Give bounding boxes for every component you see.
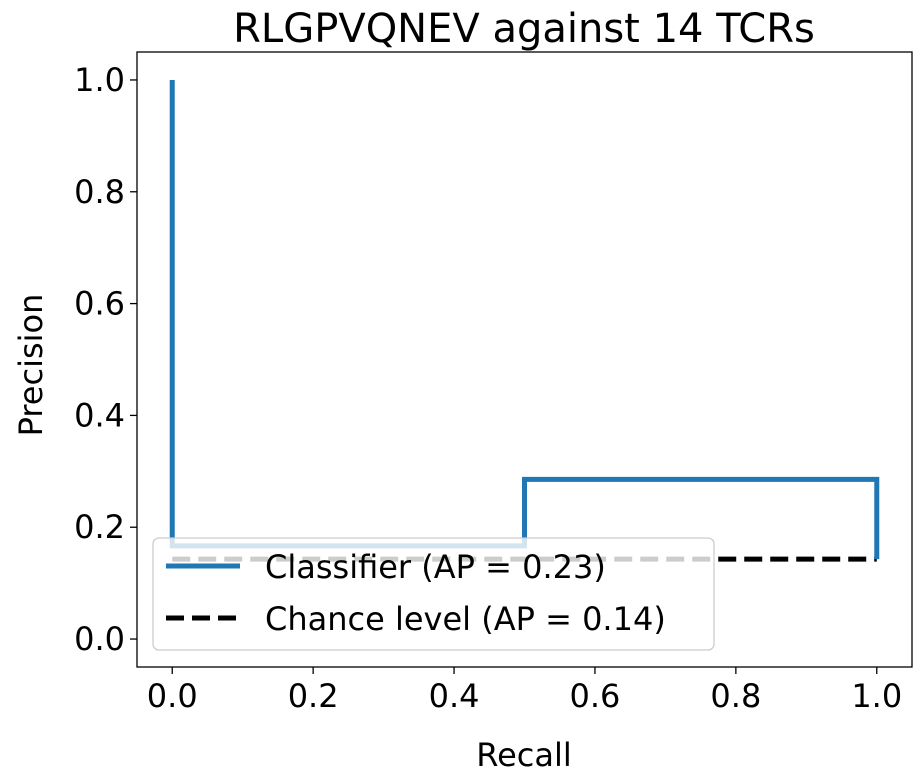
y-tick-label: 1.0 xyxy=(74,61,125,99)
legend-box xyxy=(152,537,715,651)
y-tick-label: 0.4 xyxy=(74,396,125,434)
plot-frame xyxy=(136,51,913,668)
x-tick-label: 0.8 xyxy=(710,677,761,715)
x-tick-label: 0.4 xyxy=(429,677,480,715)
y-tick-label: 0.8 xyxy=(74,173,125,211)
classifier-pr-curve xyxy=(169,79,880,560)
legend-label-chance: Chance level (AP = 0.14) xyxy=(265,600,666,638)
y-tick-label: 0.2 xyxy=(74,508,125,546)
legend-label-classifier: Classifier (AP = 0.23) xyxy=(265,548,606,586)
y-axis-ticks: 0.0 0.2 0.4 0.6 0.8 1.0 xyxy=(74,61,137,658)
x-axis-ticks: 0.0 0.2 0.4 0.6 0.8 1.0 xyxy=(147,667,902,715)
series-layer xyxy=(169,79,880,562)
y-tick-label: 0.0 xyxy=(74,620,125,658)
y-tick-label: 0.6 xyxy=(74,285,125,323)
y-axis-label: Precision xyxy=(12,294,50,437)
chart-title: RLGPVQNEV against 14 TCRs xyxy=(233,6,815,52)
x-tick-label: 0.2 xyxy=(288,677,339,715)
x-axis-label: Recall xyxy=(476,736,571,774)
legend: Classifier (AP = 0.23) Chance level (AP … xyxy=(152,537,715,651)
x-tick-label: 0.6 xyxy=(570,677,621,715)
x-tick-label: 1.0 xyxy=(851,677,902,715)
x-tick-label: 0.0 xyxy=(147,677,198,715)
